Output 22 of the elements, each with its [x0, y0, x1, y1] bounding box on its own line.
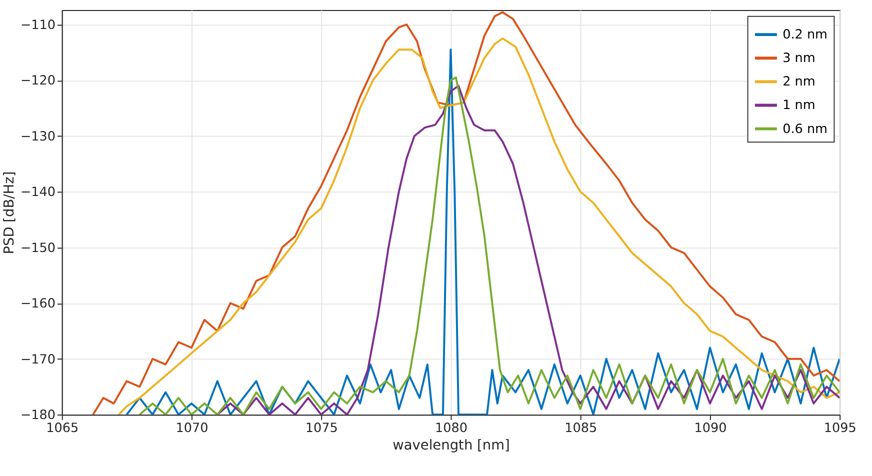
x-tick-label: 1085	[564, 420, 598, 436]
y-tick-label: −180	[20, 408, 56, 424]
x-tick-label: 1080	[434, 420, 468, 436]
x-tick-label: 1090	[694, 420, 727, 436]
legend-label: 0.2 nm	[782, 27, 828, 42]
x-tick-label: 1070	[176, 420, 208, 436]
y-tick-label: −150	[20, 240, 56, 256]
legend-label: 2 nm	[782, 74, 816, 90]
y-tick-label: −110	[20, 18, 56, 33]
y-tick-label: −160	[20, 296, 56, 312]
x-tick-label: 1075	[305, 420, 338, 436]
y-axis-title: PSD [dB/Hz]	[2, 171, 18, 254]
x-tick-label: 1095	[824, 420, 856, 436]
y-tick-label: −140	[20, 185, 56, 200]
legend-label: 3 nm	[782, 51, 816, 66]
x-tick-label: 1065	[46, 420, 79, 436]
x-axis-title: wavelength [nm]	[392, 437, 510, 454]
legend-label: 1 nm	[782, 98, 816, 114]
y-tick-label: −120	[20, 74, 56, 89]
y-tick-label: −170	[20, 352, 56, 368]
legend-label: 0.6 nm	[782, 122, 828, 137]
y-tick-label: −130	[20, 129, 56, 144]
